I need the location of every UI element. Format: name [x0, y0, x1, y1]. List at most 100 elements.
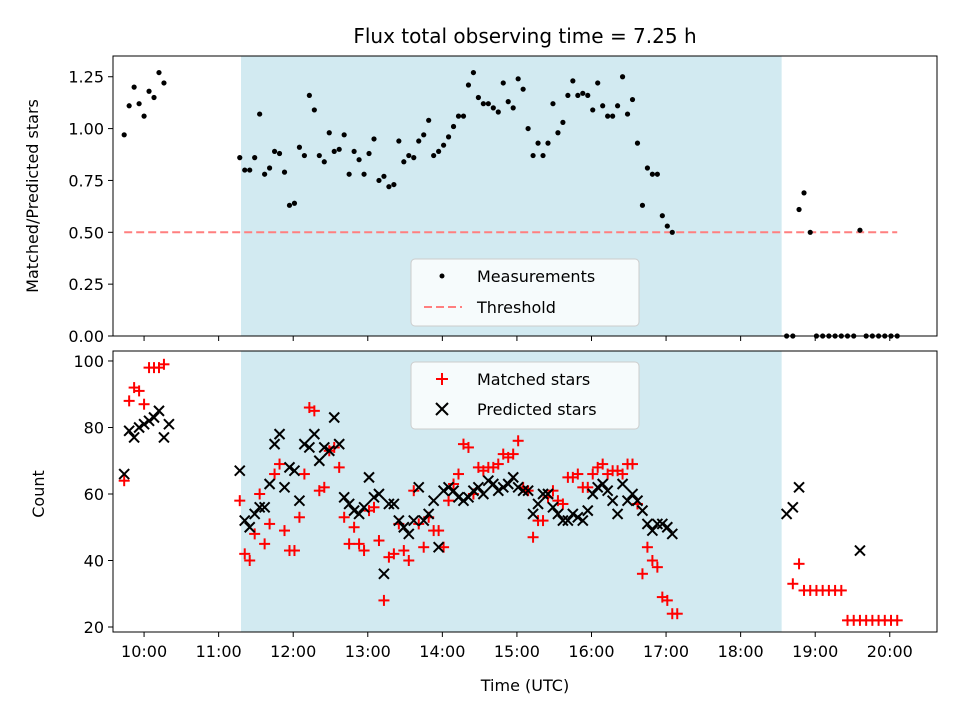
- predicted-star-point: [472, 481, 485, 494]
- measurement-point: [485, 101, 491, 107]
- x-tick-label: 15:00: [494, 642, 540, 661]
- matched-star-point: [398, 545, 410, 557]
- predicted-star-point: [552, 508, 564, 520]
- measurement-point: [535, 140, 541, 146]
- matched-star-point: [239, 548, 251, 560]
- predicted-star-point: [542, 488, 554, 500]
- measurement-point: [575, 92, 581, 99]
- measurement-point: [555, 130, 561, 136]
- predicted-star-point: [557, 514, 569, 527]
- measurement-point: [431, 152, 437, 159]
- predicted-star-point: [512, 481, 524, 494]
- measurement-point: [257, 111, 263, 117]
- predicted-star-point: [118, 468, 130, 480]
- predicted-star-point: [288, 465, 301, 477]
- matched-star-point: [891, 614, 903, 626]
- predicted-star-point: [527, 508, 539, 520]
- measurement-point: [416, 138, 422, 144]
- measurement-point: [629, 96, 636, 103]
- predicted-star-point: [363, 471, 375, 484]
- measurement-point: [296, 144, 303, 150]
- predicted-star-point: [793, 481, 805, 494]
- predicted-star-point: [398, 521, 410, 533]
- measurement-point: [361, 171, 367, 177]
- measurement-point: [857, 227, 863, 233]
- matched-star-point: [118, 475, 130, 487]
- measurement-point: [252, 155, 258, 161]
- measurement-point: [525, 125, 531, 132]
- measurement-point: [465, 82, 472, 88]
- matched-star-point: [418, 541, 430, 553]
- matched-star-point: [348, 521, 360, 533]
- predicted-star-point: [388, 498, 400, 510]
- predicted-star-point: [596, 478, 609, 490]
- measurement-point: [505, 99, 511, 105]
- measurement-point: [371, 136, 377, 142]
- predicted-star-point: [572, 511, 584, 523]
- bottom-legend: Matched stars Predicted stars: [410, 361, 640, 430]
- y-tick-label: 1.25: [68, 68, 104, 87]
- measurement-point: [356, 157, 362, 163]
- legend-matched-marker: [436, 373, 448, 385]
- predicted-star-point: [393, 514, 405, 527]
- matched-star-point: [512, 435, 524, 447]
- predicted-star-point: [278, 481, 291, 494]
- predicted-star-point: [577, 514, 589, 527]
- measurement-point: [664, 223, 670, 229]
- matched-star-point: [123, 395, 135, 407]
- matched-star-point: [264, 518, 276, 530]
- measurement-point: [311, 107, 317, 113]
- measurement-point: [455, 113, 462, 119]
- predicted-star-point: [293, 494, 306, 507]
- measurement-point: [237, 155, 243, 161]
- measurement-point: [590, 107, 596, 113]
- measurement-point: [644, 165, 651, 171]
- matched-star-point: [318, 481, 330, 493]
- top-axes-frame: [112, 55, 938, 337]
- predicted-star-point: [646, 524, 659, 537]
- measurement-point: [286, 202, 293, 208]
- measurement-point: [445, 134, 452, 140]
- predicted-star-point: [358, 501, 370, 514]
- legend-predicted-marker: [435, 402, 449, 416]
- measurement-point: [475, 94, 481, 101]
- measurement-point: [266, 165, 273, 171]
- measurement-point: [146, 88, 152, 94]
- measurement-point: [316, 152, 322, 159]
- predicted-star-point: [153, 405, 165, 417]
- measurement-point: [550, 101, 556, 107]
- chart-title: Flux total observing time = 7.25 h: [353, 24, 696, 48]
- y-tick-label: 0.25: [68, 275, 104, 294]
- y-tick-label: 0.50: [68, 223, 104, 242]
- measurement-point: [570, 78, 576, 84]
- measurement-point: [156, 69, 162, 76]
- measurement-point: [381, 173, 387, 179]
- measurement-point: [341, 132, 347, 138]
- y-tick-label: 1.00: [68, 120, 104, 139]
- matched-star-point: [793, 558, 805, 570]
- matched-star-point: [353, 538, 365, 550]
- measurement-point: [336, 146, 342, 152]
- measurement-point: [271, 148, 278, 155]
- predicted-star-point: [148, 411, 160, 424]
- predicted-star-point: [462, 491, 475, 504]
- measurement-point: [520, 86, 526, 92]
- x-tick-label: 18:00: [718, 642, 764, 661]
- measurement-point: [291, 200, 298, 206]
- predicted-star-point: [303, 441, 316, 454]
- measurement-point: [545, 140, 551, 146]
- predicted-star-point: [353, 508, 365, 520]
- count-points: [118, 358, 903, 626]
- measurement-point: [396, 138, 402, 144]
- predicted-star-point: [482, 474, 495, 487]
- measurement-point: [131, 84, 137, 90]
- measurement-point: [401, 159, 407, 165]
- predicted-star-point: [422, 508, 435, 520]
- predicted-star-point: [487, 478, 500, 490]
- measurement-point: [366, 150, 372, 157]
- top-y-axis: 0.00 0.25 0.50 0.75 1.00 1.25: [68, 68, 113, 346]
- predicted-star-point: [248, 508, 261, 520]
- predicted-star-point: [591, 481, 604, 494]
- measurement-point: [585, 92, 591, 99]
- measurement-point: [426, 117, 432, 123]
